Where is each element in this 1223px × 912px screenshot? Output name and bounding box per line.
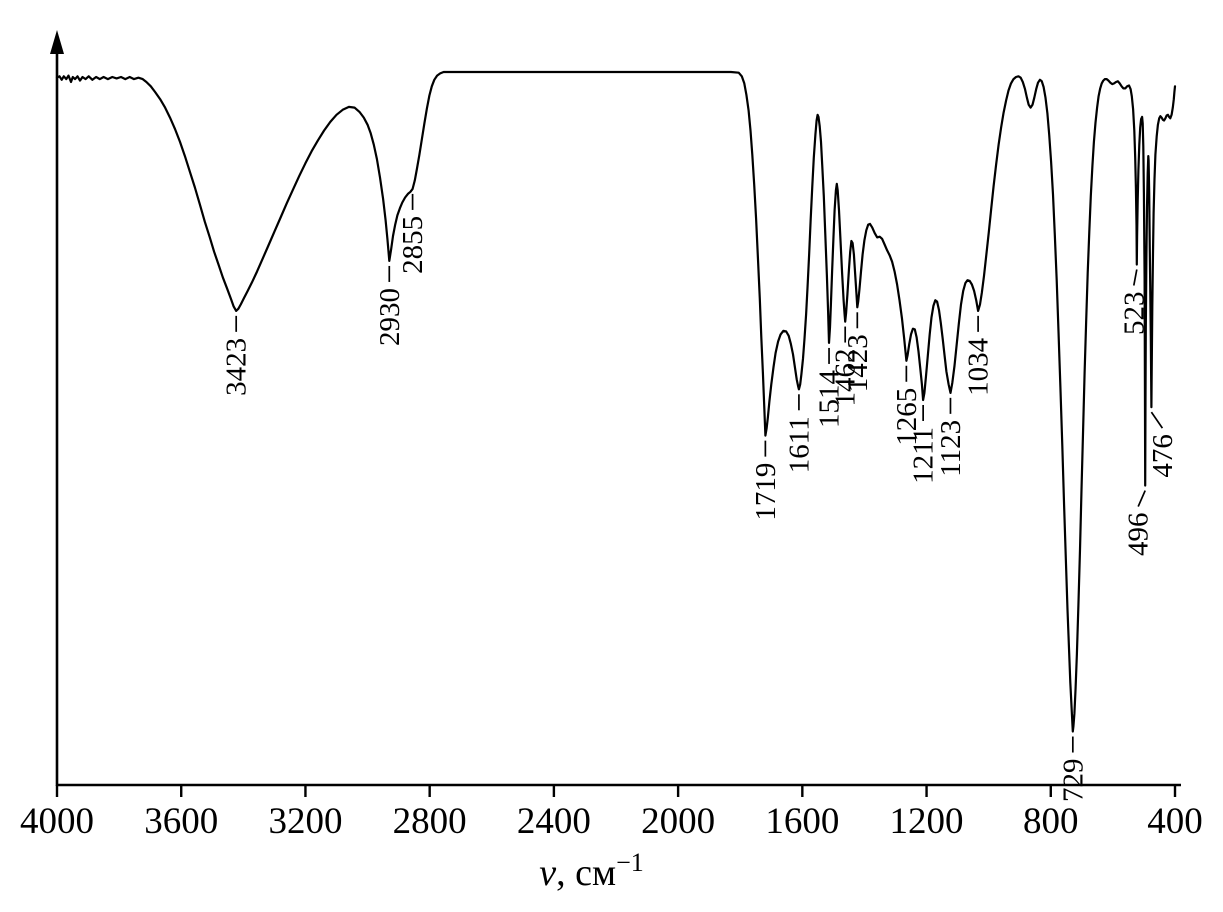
- peak-label: 2855: [397, 216, 429, 274]
- x-tick-label: 4000: [20, 801, 94, 842]
- peak-label: 2930: [374, 288, 406, 346]
- peak-annotation: 496: [1123, 490, 1155, 557]
- peak-leader-line: [1137, 490, 1146, 507]
- peak-annotation: 1611: [783, 394, 815, 473]
- x-tick-label: 1600: [765, 801, 839, 842]
- peak-annotation: 1123: [935, 397, 967, 477]
- peak-label: 1462: [830, 349, 862, 407]
- x-axis-label-nu: ν: [539, 852, 557, 894]
- peak-annotation: 1423: [842, 312, 874, 392]
- spectrum-curve: [55, 70, 1177, 733]
- x-tick-label: 800: [1023, 801, 1079, 842]
- peak-annotation: 1034: [963, 315, 995, 396]
- peak-annotation: 1514: [814, 347, 846, 428]
- peak-label: 1514: [814, 369, 846, 428]
- x-axis-label-exponent: −1: [616, 848, 644, 877]
- peak-annotation: 2930: [374, 265, 406, 346]
- peak-annotation: 1265: [891, 365, 923, 446]
- peak-label: 523: [1118, 292, 1150, 336]
- peak-label: 1211: [908, 427, 940, 484]
- x-tick-label: 1200: [890, 801, 964, 842]
- peak-label: 1719: [750, 463, 782, 521]
- x-tick-label: 2000: [641, 801, 715, 842]
- peak-leader-line: [1132, 269, 1138, 286]
- peak-label: 1034: [963, 337, 995, 396]
- peak-label: 1423: [842, 334, 874, 392]
- x-tick-label: 3600: [144, 801, 218, 842]
- peak-label: 1265: [891, 388, 923, 446]
- peak-annotation: 1211: [908, 404, 940, 484]
- y-axis-arrow: [50, 30, 64, 54]
- x-tick-label: 400: [1147, 801, 1203, 842]
- peak-label: 1123: [935, 420, 967, 477]
- peak-annotation: 1719: [750, 440, 782, 521]
- peak-label: 729: [1057, 759, 1089, 803]
- peak-annotation: 523: [1118, 269, 1150, 336]
- peak-label: 476: [1147, 434, 1179, 478]
- peak-leader-line: [1150, 411, 1164, 429]
- x-tick-label: 3200: [268, 801, 342, 842]
- peak-label: 3423: [221, 338, 253, 396]
- peak-annotation: 476: [1147, 411, 1179, 478]
- peak-annotation: 2855: [397, 193, 429, 274]
- peak-annotation: 1462: [830, 326, 862, 407]
- peak-label: 1611: [783, 416, 815, 473]
- peak-annotation: 729: [1057, 736, 1089, 803]
- x-axis-label-units: , см: [556, 852, 617, 894]
- peak-annotation: 3423: [221, 315, 253, 396]
- x-tick-label: 2400: [517, 801, 591, 842]
- x-tick-label: 2800: [393, 801, 467, 842]
- peak-label: 496: [1123, 513, 1155, 557]
- x-axis-label: ν, см−1: [0, 848, 1183, 895]
